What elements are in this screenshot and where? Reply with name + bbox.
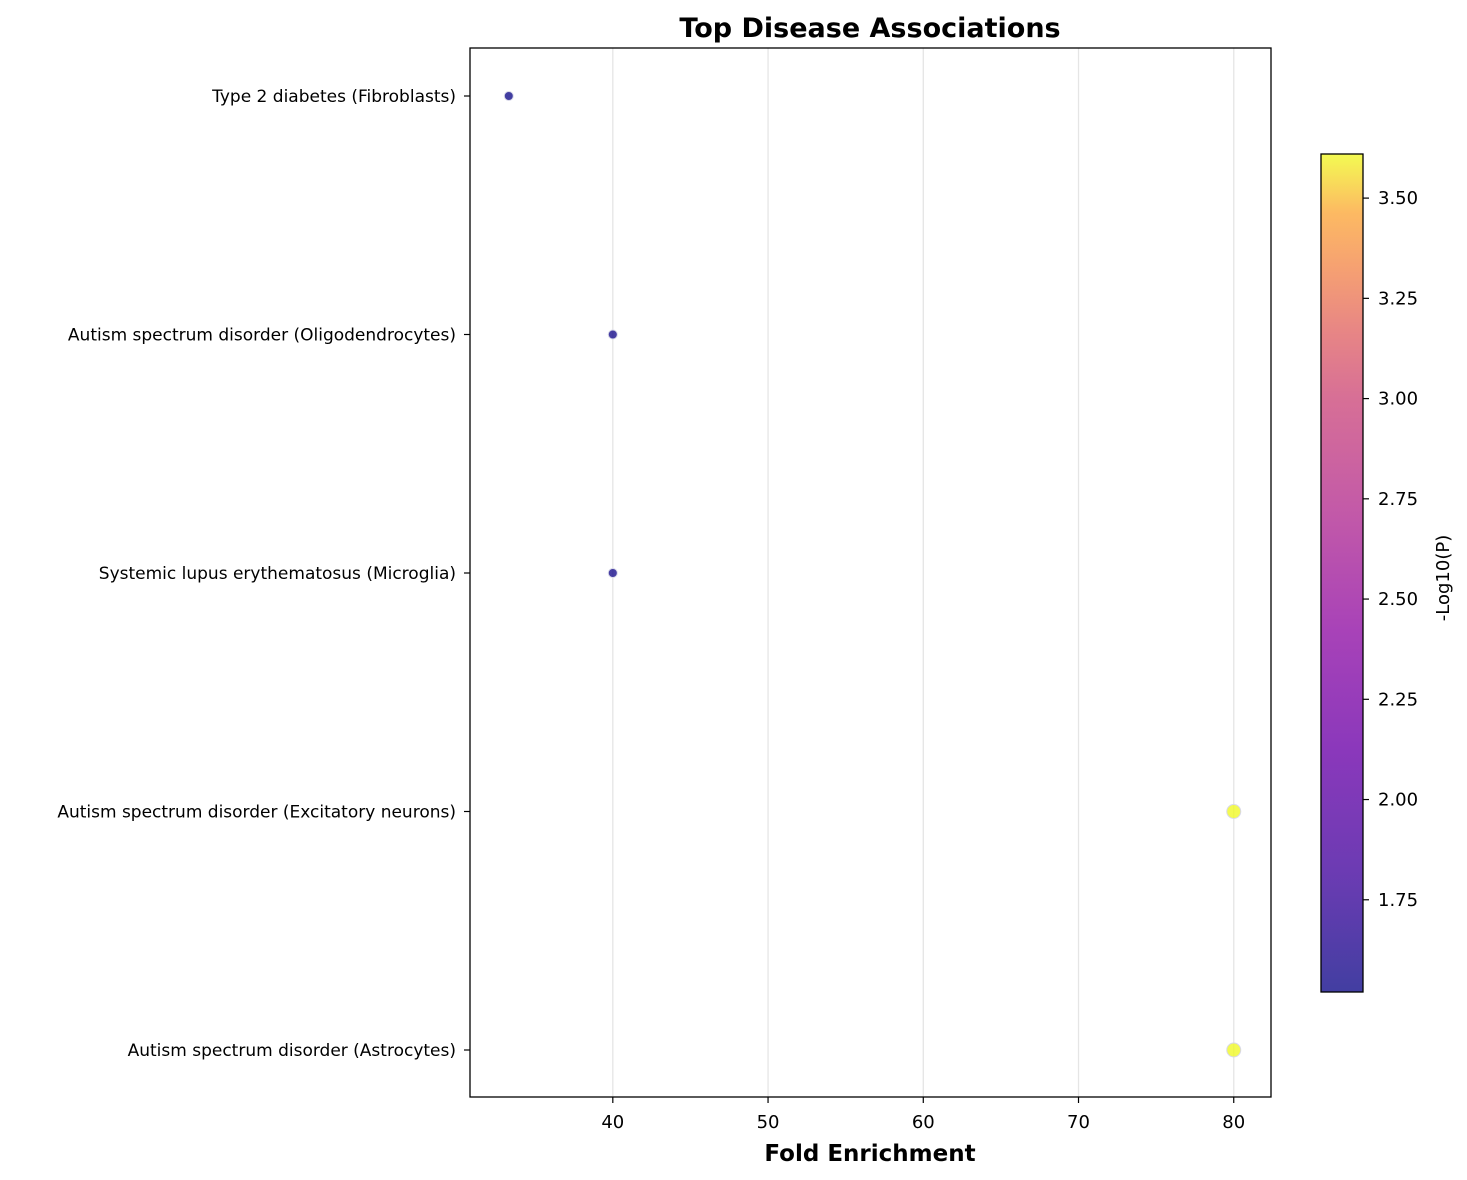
colorbar-frame <box>1320 153 1364 993</box>
colorbar-tick-label: 2.25 <box>1378 689 1418 710</box>
x-tick-label: 50 <box>757 1112 780 1133</box>
plot-area-frame <box>469 47 1272 1098</box>
colorbar-tick-label: 3.50 <box>1378 188 1418 209</box>
data-point <box>1226 804 1242 819</box>
y-tick-label: Autism spectrum disorder (Excitatory neu… <box>57 803 456 823</box>
colorbar-label: -Log10(P) <box>1433 535 1454 621</box>
colorbar-tick-label: 3.00 <box>1378 389 1418 410</box>
x-axis-label: Fold Enrichment <box>764 1141 975 1167</box>
x-gridlines <box>612 48 1235 1097</box>
data-points <box>503 91 1242 1058</box>
y-tick-label: Autism spectrum disorder (Oligodendrocyt… <box>68 326 456 346</box>
colorbar-tick-label: 2.00 <box>1378 790 1418 811</box>
colorbar-tick-label: 2.50 <box>1378 589 1418 610</box>
data-point <box>607 567 618 579</box>
x-tick-label: 70 <box>1067 1112 1090 1133</box>
colorbar-tick-label: 3.25 <box>1378 288 1418 309</box>
colorbar-ticks: 1.75 2.00 2.25 2.50 2.75 3.00 3.25 3.50 <box>1363 188 1418 911</box>
y-axis-ticks: Type 2 diabetes (Fibroblasts) Autism spec… <box>57 87 470 1061</box>
x-tick-label: 80 <box>1222 1112 1245 1133</box>
data-point <box>503 91 514 101</box>
colorbar <box>1321 154 1363 992</box>
data-point <box>1226 1042 1242 1058</box>
data-point <box>607 329 618 340</box>
colorbar-tick-label: 2.75 <box>1378 489 1418 510</box>
chart-title: Top Disease Associations <box>679 13 1060 44</box>
y-tick-label: Systemic lupus erythematosus (Microglia) <box>99 564 456 584</box>
x-tick-label: 40 <box>601 1112 624 1133</box>
y-tick-label: Type 2 diabetes (Fibroblasts) <box>211 87 456 107</box>
x-axis-ticks: 40 50 60 70 80 <box>601 1097 1245 1133</box>
colorbar-tick-label: 1.75 <box>1378 890 1418 911</box>
x-tick-label: 60 <box>912 1112 935 1133</box>
y-tick-label: Autism spectrum disorder (Astrocytes) <box>128 1041 456 1061</box>
